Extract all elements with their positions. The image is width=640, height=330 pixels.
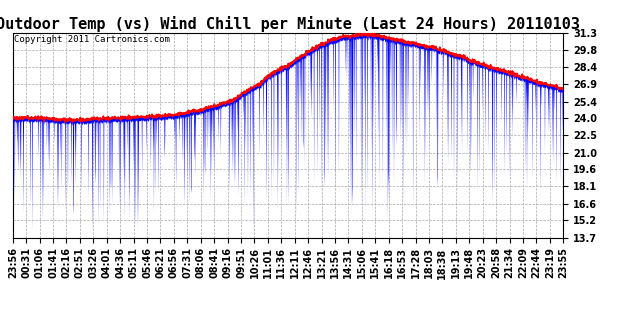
Text: Copyright 2011 Cartronics.com: Copyright 2011 Cartronics.com bbox=[14, 35, 170, 44]
Title: Outdoor Temp (vs) Wind Chill per Minute (Last 24 Hours) 20110103: Outdoor Temp (vs) Wind Chill per Minute … bbox=[0, 16, 580, 32]
